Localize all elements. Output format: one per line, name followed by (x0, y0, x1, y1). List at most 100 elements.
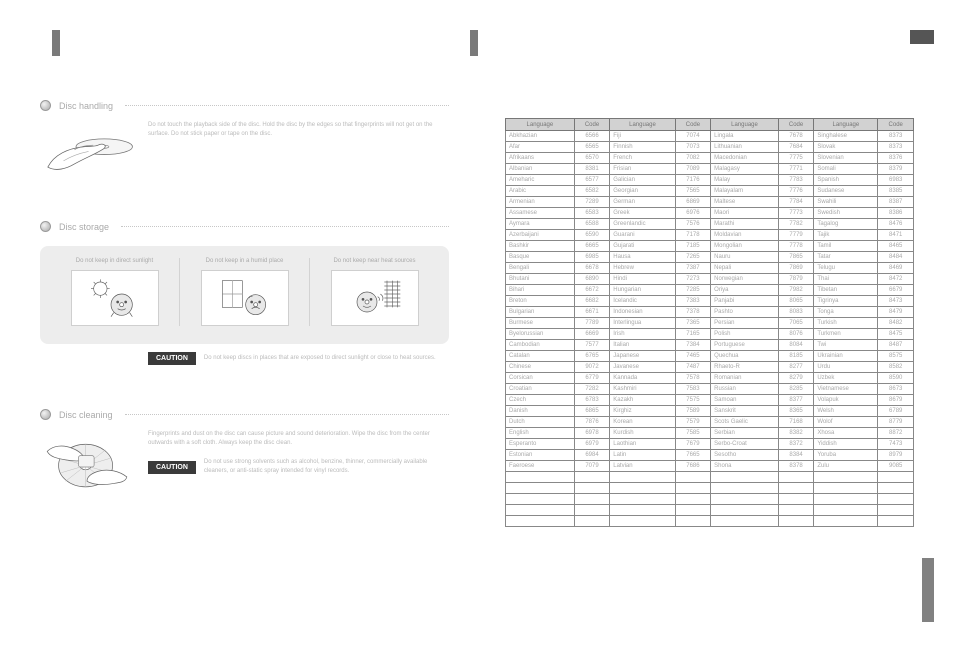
code-cell: 6765 (574, 351, 609, 362)
lang-cell (814, 472, 878, 483)
table-header: Code (878, 119, 914, 131)
code-cell: 7576 (675, 219, 710, 230)
lang-cell: Tagalog (814, 219, 878, 230)
lang-cell: Macedonian (711, 153, 779, 164)
lang-cell: Portuguese (711, 340, 779, 351)
code-cell: 6783 (574, 395, 609, 406)
table-row: Corsican6779Kannada7578Romanian8279Uzbek… (506, 373, 914, 384)
lang-cell: Yoruba (814, 450, 878, 461)
lang-cell: Serbo-Croat (711, 439, 779, 450)
lang-cell: Frisian (610, 164, 675, 175)
table-row: Abkhazian6566Fiji7074Lingala7678Singhale… (506, 131, 914, 142)
lang-cell: Twi (814, 340, 878, 351)
code-cell: 7282 (574, 384, 609, 395)
lang-cell: Serbian (711, 428, 779, 439)
code-cell: 8476 (878, 219, 914, 230)
code-cell: 7585 (675, 428, 710, 439)
code-cell (878, 472, 914, 483)
cleaning-title: Disc cleaning (59, 410, 113, 420)
section-handling: Disc handling Do not touch the playback … (40, 100, 449, 185)
lang-cell (711, 472, 779, 483)
lang-cell: Irish (610, 329, 675, 340)
lang-cell: Kurdish (610, 428, 675, 439)
lang-cell: Swedish (814, 208, 878, 219)
bullet-icon (40, 221, 51, 232)
code-cell: 7684 (778, 142, 813, 153)
lang-cell: Arabic (506, 186, 575, 197)
code-cell: 7473 (878, 439, 914, 450)
lang-cell: Slovenian (814, 153, 878, 164)
table-row: Cambodian7577Italian7384Portuguese8084Tw… (506, 340, 914, 351)
lang-cell: Tigrinya (814, 296, 878, 307)
lang-cell: Mongolian (711, 241, 779, 252)
table-row: English6978Kurdish7585Serbian8382Xhosa88… (506, 428, 914, 439)
lang-cell: Guarani (610, 230, 675, 241)
lang-cell: Basque (506, 252, 575, 263)
code-cell: 7168 (778, 417, 813, 428)
lang-cell (711, 494, 779, 505)
lang-cell: Ukrainian (814, 351, 878, 362)
code-cell: 8385 (878, 186, 914, 197)
code-cell: 8076 (778, 329, 813, 340)
lang-cell: Lithuanian (711, 142, 779, 153)
code-cell: 7577 (574, 340, 609, 351)
section-cleaning: Disc cleaning Fingerprints and dust on t… (40, 409, 449, 494)
code-cell: 7185 (675, 241, 710, 252)
code-cell: 7578 (675, 373, 710, 384)
lang-cell: Indonesian (610, 307, 675, 318)
lang-cell: Pashto (711, 307, 779, 318)
lang-cell: Interlingua (610, 318, 675, 329)
code-cell: 6583 (574, 208, 609, 219)
code-cell: 7178 (675, 230, 710, 241)
lang-cell: Galician (610, 175, 675, 186)
lang-cell: Tibetan (814, 285, 878, 296)
table-header: Language (610, 119, 675, 131)
code-cell: 6978 (574, 428, 609, 439)
lang-cell: Yiddish (814, 439, 878, 450)
lang-cell: Danish (506, 406, 575, 417)
lang-cell: Tatar (814, 252, 878, 263)
code-cell: 7982 (778, 285, 813, 296)
lang-cell: Assamese (506, 208, 575, 219)
lang-cell: Gujarati (610, 241, 675, 252)
lang-cell (506, 516, 575, 527)
lang-cell: Malayalam (711, 186, 779, 197)
code-cell: 7679 (675, 439, 710, 450)
code-cell: 7089 (675, 164, 710, 175)
lang-cell: Nauru (711, 252, 779, 263)
code-cell (778, 483, 813, 494)
lang-cell: Maori (711, 208, 779, 219)
table-row: Faeroese7079Latvian7686Shona8378Zulu9085 (506, 461, 914, 472)
lang-cell (506, 472, 575, 483)
lang-cell: Cambodian (506, 340, 575, 351)
code-cell: 6679 (878, 285, 914, 296)
lang-cell (814, 494, 878, 505)
code-cell: 7384 (675, 340, 710, 351)
table-row: Aymara6588Greenlandic7576Marathi7782Taga… (506, 219, 914, 230)
table-header: Language (814, 119, 878, 131)
code-cell (778, 505, 813, 516)
lang-cell: Bashkir (506, 241, 575, 252)
table-header: Code (778, 119, 813, 131)
code-cell: 7465 (675, 351, 710, 362)
lang-cell: Armenian (506, 197, 575, 208)
table-row: Bashkir6665Gujarati7185Mongolian7778Tami… (506, 241, 914, 252)
caution-badge: CAUTION (148, 352, 196, 365)
code-cell: 6590 (574, 230, 609, 241)
lang-cell (711, 483, 779, 494)
storage-thumb-3 (331, 270, 419, 326)
code-cell: 6577 (574, 175, 609, 186)
code-cell: 8185 (778, 351, 813, 362)
lang-cell (506, 494, 575, 505)
lang-cell: Finnish (610, 142, 675, 153)
code-cell: 7771 (778, 164, 813, 175)
code-cell (778, 494, 813, 505)
lang-cell: Volapuk (814, 395, 878, 406)
code-cell (574, 494, 609, 505)
code-cell: 8377 (778, 395, 813, 406)
lang-cell: Urdu (814, 362, 878, 373)
lang-cell (610, 494, 675, 505)
code-cell: 8582 (878, 362, 914, 373)
lang-cell: Byelorussian (506, 329, 575, 340)
code-cell: 6669 (574, 329, 609, 340)
